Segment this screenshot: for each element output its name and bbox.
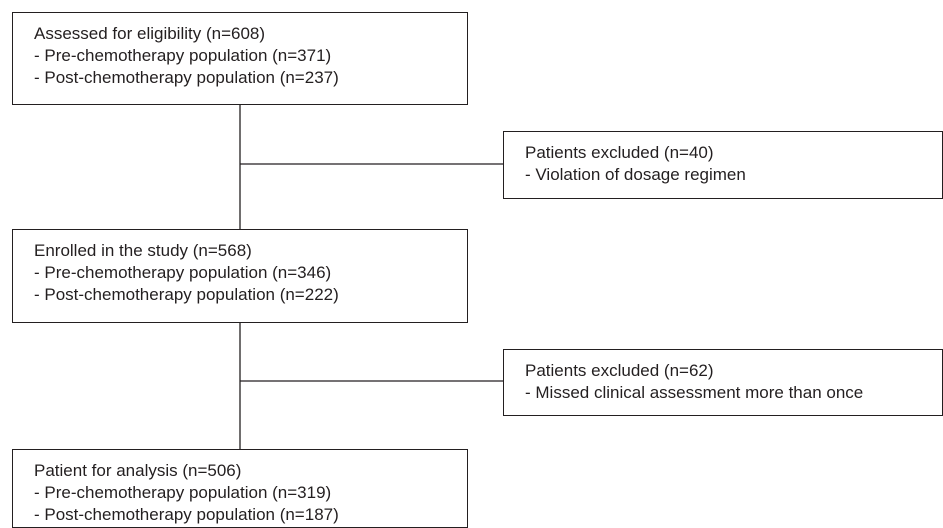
box-heading: Patients excluded (n=40) (525, 143, 714, 162)
exclusion-box: Patients excluded (n=40) - Violation of d… (503, 131, 943, 199)
box-heading: Patients excluded (n=62) (525, 361, 714, 380)
box-detail: - Pre-chemotherapy population (n=319) (34, 483, 332, 502)
flow-box: Patient for analysis (n=506) - Pre-chemot… (12, 449, 468, 528)
box-detail: - Pre-chemotherapy population (n=346) (34, 263, 332, 282)
box-heading: Assessed for eligibility (n=608) (34, 24, 266, 43)
box-heading: Patient for analysis (n=506) (34, 461, 242, 480)
box-detail: - Pre-chemotherapy population (n=371) (34, 46, 332, 65)
box-heading: Enrolled in the study (n=568) (34, 241, 252, 260)
flow-box: Assessed for eligibility (n=608) - Pre-ch… (12, 12, 468, 105)
box-detail: - Post-chemotherapy population (n=222) (34, 285, 339, 304)
flow-box: Enrolled in the study (n=568) - Pre-chemo… (12, 229, 468, 323)
box-detail: - Post-chemotherapy population (n=187) (34, 505, 339, 524)
exclusion-box: Patients excluded (n=62) - Missed clinica… (503, 349, 943, 416)
box-detail: - Post-chemotherapy population (n=237) (34, 68, 339, 87)
box-detail: - Violation of dosage regimen (525, 165, 746, 184)
box-detail: - Missed clinical assessment more than o… (525, 383, 864, 402)
